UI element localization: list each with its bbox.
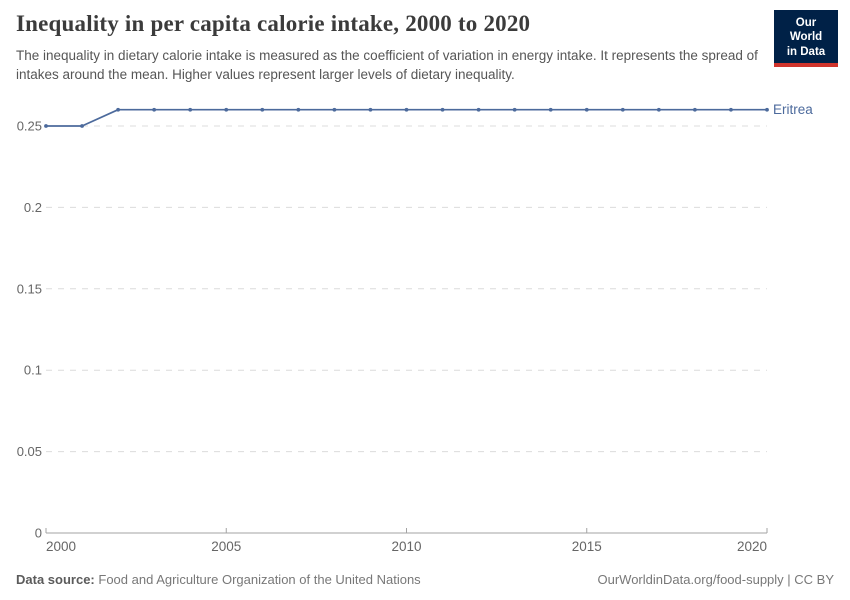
chart-subtitle: The inequality in dietary calorie intake…	[16, 47, 758, 82]
y-tick-label: 0.25	[17, 119, 42, 134]
data-point[interactable]	[729, 107, 733, 112]
footer-link[interactable]: OurWorldinData.org/food-supply | CC BY	[597, 572, 834, 587]
data-point[interactable]	[80, 124, 84, 128]
data-point[interactable]	[224, 107, 229, 112]
data-point[interactable]	[260, 107, 265, 112]
data-point[interactable]	[620, 107, 625, 112]
owid-logo-line2: in Data	[786, 45, 826, 58]
y-tick-label: 0.1	[24, 363, 42, 378]
data-point[interactable]	[188, 107, 193, 112]
data-point[interactable]	[296, 107, 301, 112]
x-tick-label: 2020	[737, 539, 767, 554]
data-source-text: Food and Agriculture Organization of the…	[98, 572, 421, 587]
data-point[interactable]	[440, 107, 445, 112]
y-tick-label: 0.15	[17, 281, 42, 296]
owid-logo: Our World in Data	[774, 10, 838, 68]
series-label: Eritrea	[773, 102, 813, 117]
data-point[interactable]	[765, 107, 769, 112]
y-tick-label: 0.2	[24, 200, 42, 215]
data-point[interactable]	[548, 107, 553, 112]
data-point[interactable]	[693, 107, 697, 112]
data-line[interactable]	[45, 108, 768, 127]
chart-title: Inequality in per capita calorie intake,…	[16, 11, 531, 36]
y-tick-label: 0.05	[17, 444, 42, 459]
data-point[interactable]	[152, 107, 157, 112]
data-point[interactable]	[44, 124, 48, 128]
y-tick-label: 0	[35, 526, 42, 541]
data-point[interactable]	[584, 107, 589, 112]
owid-logo-line1: Our World	[789, 17, 823, 44]
x-tick-label: 2000	[46, 539, 76, 554]
data-point[interactable]	[116, 107, 120, 112]
data-point[interactable]	[512, 107, 517, 112]
data-point[interactable]	[368, 107, 373, 112]
data-source: Data source: Food and Agriculture Organi…	[16, 572, 421, 587]
data-point[interactable]	[656, 107, 661, 112]
x-tick-label: 2005	[211, 539, 241, 554]
data-point[interactable]	[476, 107, 481, 112]
data-point[interactable]	[404, 107, 409, 112]
chart-header: Inequality in per capita calorie intake,…	[16, 10, 764, 84]
data-source-label: Data source:	[16, 572, 95, 587]
data-point[interactable]	[332, 107, 337, 112]
x-tick-label: 2015	[572, 539, 602, 554]
x-tick-label: 2010	[391, 539, 421, 554]
chart-footer: Data source: Food and Agriculture Organi…	[16, 572, 834, 587]
